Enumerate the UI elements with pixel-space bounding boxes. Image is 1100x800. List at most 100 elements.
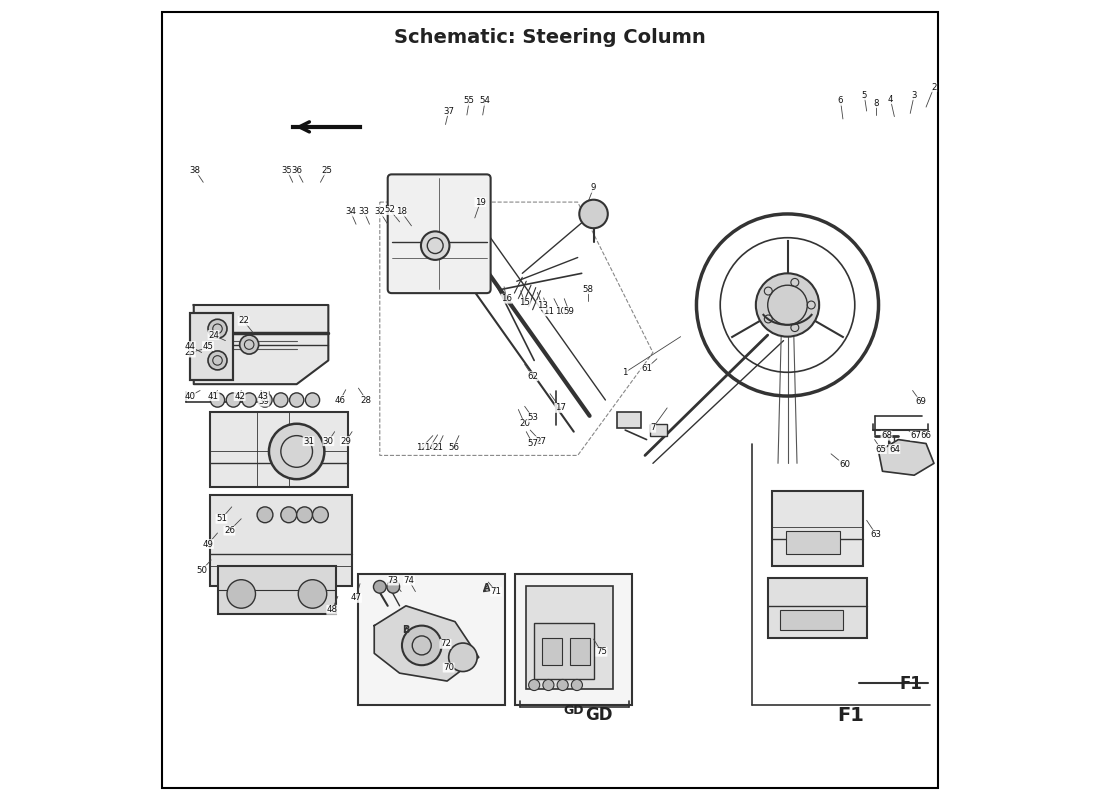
Text: 18: 18 xyxy=(396,207,407,216)
Bar xyxy=(780,610,843,630)
Text: 21: 21 xyxy=(432,443,443,452)
Circle shape xyxy=(257,507,273,522)
Bar xyxy=(190,313,233,380)
Bar xyxy=(617,412,641,428)
Text: 16: 16 xyxy=(500,294,512,303)
Text: 68: 68 xyxy=(881,431,892,440)
Text: 27: 27 xyxy=(535,437,546,446)
Circle shape xyxy=(227,393,241,407)
Text: 45: 45 xyxy=(202,342,213,350)
Text: 15: 15 xyxy=(519,298,530,307)
Text: 22: 22 xyxy=(238,316,249,326)
Text: 63: 63 xyxy=(871,530,882,539)
Text: 55: 55 xyxy=(464,96,475,106)
Bar xyxy=(542,638,562,666)
Text: 6: 6 xyxy=(838,96,844,106)
Bar xyxy=(359,574,505,705)
Text: 57: 57 xyxy=(527,439,538,448)
Polygon shape xyxy=(374,606,478,681)
Bar xyxy=(515,574,632,705)
Text: 17: 17 xyxy=(554,403,565,413)
Text: 74: 74 xyxy=(404,576,415,585)
Text: 8: 8 xyxy=(873,98,879,108)
Text: 20: 20 xyxy=(519,419,530,428)
Circle shape xyxy=(449,643,477,671)
Text: 34: 34 xyxy=(345,207,356,216)
Text: 66: 66 xyxy=(921,431,932,440)
Text: A: A xyxy=(483,583,491,594)
Circle shape xyxy=(227,580,255,608)
Text: B: B xyxy=(403,625,409,634)
Text: Schematic: Steering Column: Schematic: Steering Column xyxy=(394,28,706,47)
Text: 70: 70 xyxy=(443,663,454,672)
Text: 48: 48 xyxy=(327,606,338,614)
Text: 42: 42 xyxy=(234,391,245,401)
Text: 7: 7 xyxy=(650,423,656,432)
Text: GD: GD xyxy=(563,704,584,717)
Circle shape xyxy=(274,393,288,407)
Text: 29: 29 xyxy=(340,437,351,446)
Text: 62: 62 xyxy=(527,372,538,381)
Text: 31: 31 xyxy=(302,437,313,446)
Text: 1: 1 xyxy=(623,368,628,377)
Text: 30: 30 xyxy=(322,437,333,446)
Circle shape xyxy=(402,626,441,666)
Text: 52: 52 xyxy=(385,206,396,214)
Text: 41: 41 xyxy=(208,391,219,401)
Text: 67: 67 xyxy=(911,431,922,440)
Text: 60: 60 xyxy=(839,461,850,470)
Circle shape xyxy=(297,507,312,522)
Text: 58: 58 xyxy=(583,285,594,294)
Circle shape xyxy=(312,507,328,522)
Text: 44: 44 xyxy=(185,342,196,350)
Text: F1: F1 xyxy=(837,706,865,725)
Text: F1: F1 xyxy=(899,675,922,693)
Circle shape xyxy=(280,507,297,522)
Circle shape xyxy=(529,679,540,690)
Circle shape xyxy=(557,679,569,690)
Bar xyxy=(650,424,668,436)
Text: 24: 24 xyxy=(208,330,219,339)
Text: 53: 53 xyxy=(527,413,538,422)
Text: 54: 54 xyxy=(480,96,491,106)
Bar xyxy=(210,495,352,586)
Text: 75: 75 xyxy=(596,647,607,656)
Text: 56: 56 xyxy=(448,443,459,452)
Bar xyxy=(768,578,867,638)
Circle shape xyxy=(298,580,327,608)
Text: 39: 39 xyxy=(258,397,268,406)
Circle shape xyxy=(240,335,258,354)
Text: 37: 37 xyxy=(443,106,454,115)
Text: 3: 3 xyxy=(912,90,917,100)
Text: 47: 47 xyxy=(351,594,362,602)
Circle shape xyxy=(208,351,227,370)
Bar xyxy=(218,566,337,614)
Circle shape xyxy=(257,393,272,407)
Text: 19: 19 xyxy=(475,198,486,206)
Text: 64: 64 xyxy=(889,445,900,454)
Circle shape xyxy=(289,393,304,407)
Text: 25: 25 xyxy=(321,166,332,175)
Text: 40: 40 xyxy=(185,391,196,401)
Text: 28: 28 xyxy=(361,395,372,405)
Text: 32: 32 xyxy=(374,207,385,216)
Text: 51: 51 xyxy=(216,514,227,523)
Circle shape xyxy=(571,679,583,690)
Text: 4: 4 xyxy=(888,94,893,104)
Circle shape xyxy=(421,231,450,260)
Polygon shape xyxy=(194,305,328,384)
Text: GD: GD xyxy=(585,706,613,724)
Circle shape xyxy=(580,200,608,228)
Circle shape xyxy=(242,393,256,407)
Text: 65: 65 xyxy=(876,445,887,454)
Text: 14: 14 xyxy=(425,443,436,452)
Polygon shape xyxy=(879,439,934,475)
Text: 35: 35 xyxy=(282,166,293,175)
Bar xyxy=(772,491,862,566)
Text: 50: 50 xyxy=(196,566,207,574)
Bar xyxy=(785,530,839,554)
Text: 23: 23 xyxy=(185,348,196,357)
Bar xyxy=(570,638,590,666)
Text: 72: 72 xyxy=(440,639,451,648)
FancyBboxPatch shape xyxy=(387,174,491,293)
